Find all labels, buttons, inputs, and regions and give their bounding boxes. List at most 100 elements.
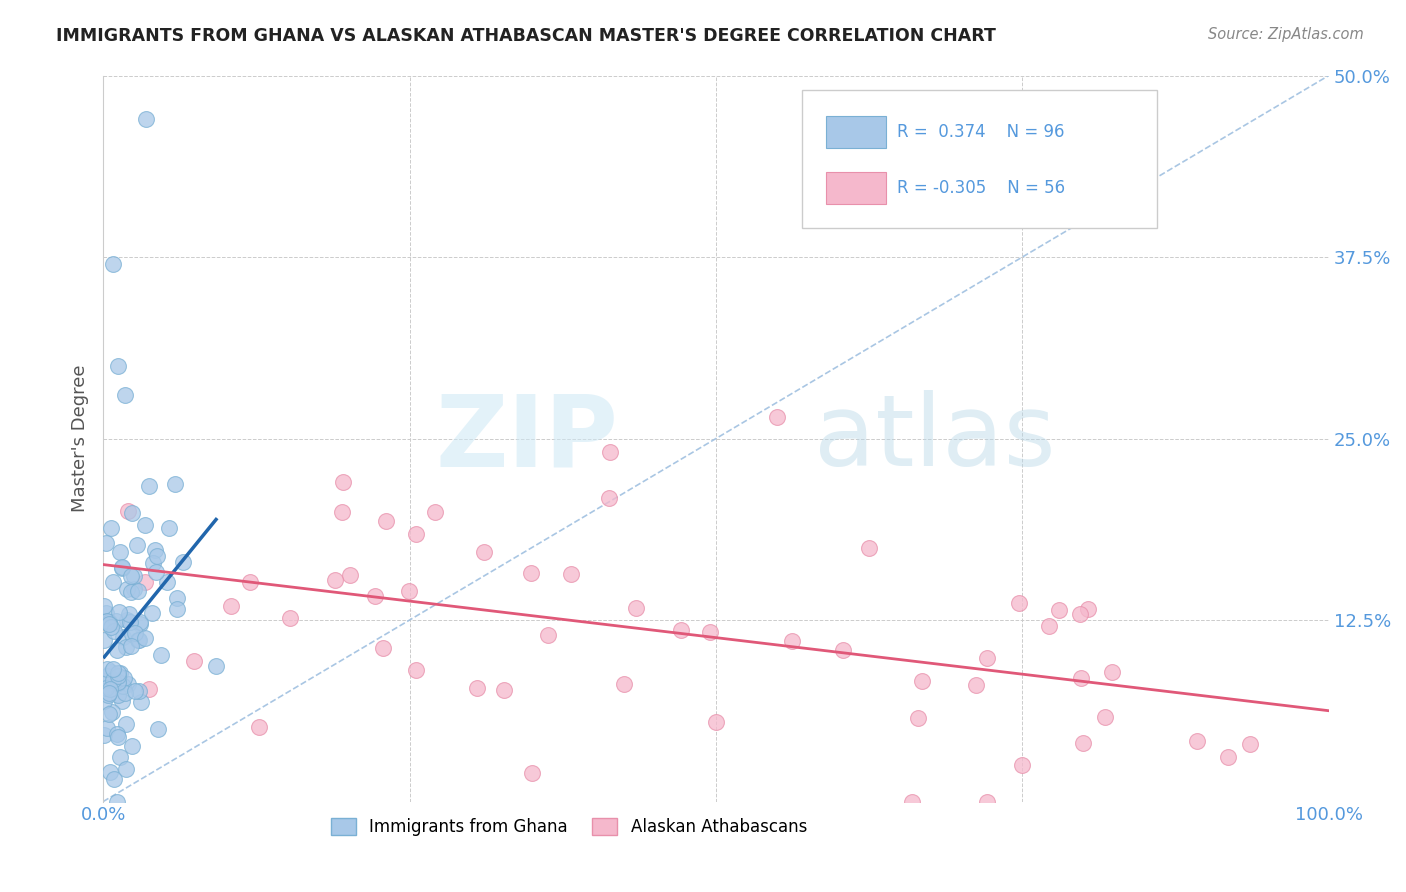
Point bbox=[111, 559, 134, 574]
Point bbox=[1008, 596, 1031, 610]
Point bbox=[374, 515, 396, 529]
Point bbox=[108, 750, 131, 764]
Point bbox=[93, 632, 115, 647]
Point bbox=[907, 711, 929, 725]
Point bbox=[112, 680, 135, 694]
Point bbox=[105, 643, 128, 657]
Point bbox=[98, 681, 121, 696]
Point bbox=[121, 739, 143, 754]
Point bbox=[425, 505, 447, 519]
Point bbox=[128, 632, 150, 647]
Point bbox=[120, 585, 142, 599]
Point bbox=[323, 573, 346, 587]
Point bbox=[965, 678, 987, 692]
Point bbox=[101, 705, 124, 719]
Point bbox=[135, 112, 157, 127]
Point bbox=[166, 601, 188, 615]
Text: IMMIGRANTS FROM GHANA VS ALASKAN ATHABASCAN MASTER'S DEGREE CORRELATION CHART: IMMIGRANTS FROM GHANA VS ALASKAN ATHABAS… bbox=[56, 27, 995, 45]
Point bbox=[537, 627, 560, 641]
Point bbox=[97, 689, 120, 703]
Point bbox=[467, 681, 489, 695]
Point bbox=[858, 541, 880, 555]
Point bbox=[100, 665, 122, 679]
FancyBboxPatch shape bbox=[827, 172, 886, 204]
Point bbox=[115, 613, 138, 627]
Point bbox=[112, 631, 135, 645]
Point bbox=[330, 505, 353, 519]
Point bbox=[1101, 665, 1123, 679]
Point bbox=[134, 631, 156, 645]
Point bbox=[143, 543, 166, 558]
Point bbox=[1185, 733, 1208, 747]
Point bbox=[831, 643, 853, 657]
Point bbox=[115, 582, 138, 596]
Text: R = -0.305    N = 56: R = -0.305 N = 56 bbox=[897, 179, 1066, 197]
Point bbox=[780, 633, 803, 648]
Point bbox=[96, 669, 118, 683]
Point bbox=[520, 566, 543, 581]
Point bbox=[134, 574, 156, 589]
Point bbox=[107, 669, 129, 683]
Point bbox=[94, 536, 117, 550]
Point bbox=[1239, 737, 1261, 751]
Point bbox=[146, 722, 169, 736]
Point bbox=[1070, 671, 1092, 685]
Point bbox=[145, 565, 167, 579]
Point bbox=[124, 626, 146, 640]
Point bbox=[108, 545, 131, 559]
Text: atlas: atlas bbox=[814, 390, 1056, 487]
Point bbox=[93, 694, 115, 708]
Point bbox=[107, 359, 129, 373]
Point bbox=[172, 555, 194, 569]
Point bbox=[138, 681, 160, 696]
Point bbox=[117, 504, 139, 518]
Point bbox=[111, 561, 134, 575]
Y-axis label: Master's Degree: Master's Degree bbox=[72, 365, 89, 512]
Point bbox=[163, 476, 186, 491]
Point bbox=[103, 624, 125, 638]
Point bbox=[405, 663, 427, 677]
Point bbox=[492, 683, 515, 698]
Point bbox=[120, 615, 142, 629]
Text: R =  0.374    N = 96: R = 0.374 N = 96 bbox=[897, 123, 1064, 141]
Point bbox=[114, 685, 136, 699]
Point bbox=[127, 584, 149, 599]
Point bbox=[128, 684, 150, 698]
Point bbox=[104, 614, 127, 628]
Point bbox=[278, 611, 301, 625]
Point bbox=[122, 582, 145, 596]
Point bbox=[405, 527, 427, 541]
Point bbox=[121, 506, 143, 520]
Point bbox=[118, 607, 141, 621]
Point bbox=[97, 615, 120, 629]
Point bbox=[699, 625, 721, 640]
Legend: Immigrants from Ghana, Alaskan Athabascans: Immigrants from Ghana, Alaskan Athabasca… bbox=[322, 809, 815, 844]
Point bbox=[93, 599, 115, 613]
Point bbox=[124, 684, 146, 698]
Point bbox=[117, 677, 139, 691]
Point bbox=[107, 675, 129, 690]
Point bbox=[364, 589, 387, 603]
Point bbox=[976, 795, 998, 809]
Point bbox=[93, 728, 115, 742]
Point bbox=[107, 605, 129, 619]
Point bbox=[239, 574, 262, 589]
Point bbox=[183, 654, 205, 668]
Point bbox=[560, 566, 582, 581]
Point bbox=[121, 626, 143, 640]
Point bbox=[142, 556, 165, 570]
Point bbox=[339, 568, 361, 582]
Point bbox=[120, 639, 142, 653]
Point bbox=[910, 673, 932, 688]
Point bbox=[1077, 602, 1099, 616]
Point bbox=[141, 606, 163, 620]
Point bbox=[108, 665, 131, 680]
Point bbox=[598, 491, 620, 505]
Point bbox=[97, 617, 120, 632]
Point bbox=[112, 672, 135, 686]
Point bbox=[332, 475, 354, 490]
Point bbox=[901, 795, 924, 809]
Point bbox=[125, 538, 148, 552]
Point bbox=[1216, 750, 1239, 764]
Point bbox=[1038, 619, 1060, 633]
